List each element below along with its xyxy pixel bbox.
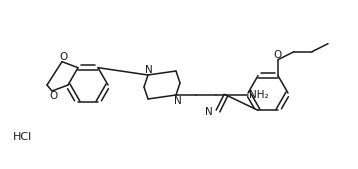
Text: HCl: HCl (13, 132, 32, 142)
Text: N: N (205, 107, 213, 117)
Text: O: O (274, 50, 282, 60)
Text: N: N (174, 96, 182, 106)
Text: NH₂: NH₂ (249, 90, 269, 100)
Text: O: O (59, 52, 67, 62)
Text: O: O (49, 91, 57, 101)
Text: N: N (145, 65, 153, 75)
